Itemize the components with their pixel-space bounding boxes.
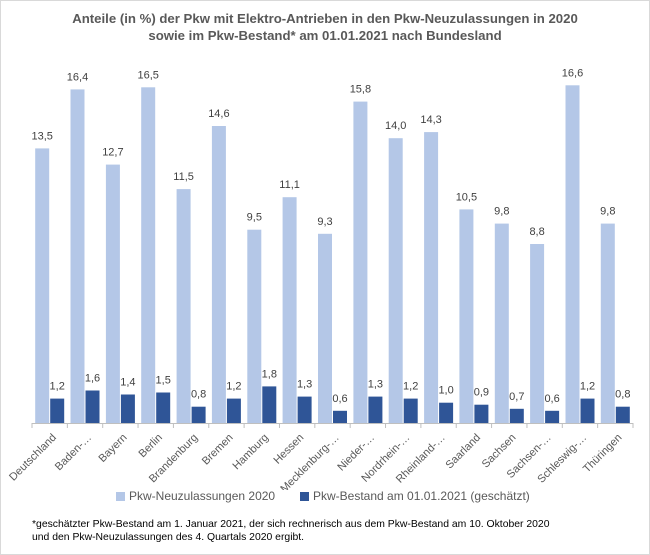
- data-label-neuzulassungen-bremen: 14,6: [208, 108, 229, 120]
- bar-neuzulassungen-sachsen: [494, 223, 509, 423]
- bar-bestand-deutschland: [50, 398, 65, 423]
- bar-neuzulassungen-bayern: [105, 164, 120, 423]
- bar-bestand-sachsen: [509, 408, 524, 423]
- chart-title-line-2: sowie im Pkw-Bestand* am 01.01.2021 nach…: [148, 28, 502, 43]
- bar-neuzulassungen-mecklenburg: [318, 233, 332, 423]
- legend-label-neuzulassungen: Pkw-Neuzulassungen 2020: [129, 489, 276, 503]
- data-label-neuzulassungen-berlin: 16,5: [137, 69, 158, 81]
- legend-swatch-neuzulassungen: [116, 492, 125, 501]
- data-label-neuzulassungen-thüringen: 9,8: [600, 206, 615, 218]
- bar-bestand-berlin: [156, 392, 171, 423]
- value-labels-layer: 13,5 1,2 16,4 1,6 12,7 1,4 16,5 1,5 11,5 0,8 14,6 1…: [31, 67, 630, 405]
- chart-title-line-1: Anteile (in %) der Pkw mit Elektro-Antri…: [72, 11, 578, 26]
- chart-title: Anteile (in %) der Pkw mit Elektro-Antri…: [0, 10, 650, 44]
- bar-bestand-schleswig: [580, 398, 595, 423]
- data-label-neuzulassungen-baden: 16,4: [67, 71, 88, 83]
- data-label-neuzulassungen-nordrhein: 14,0: [385, 120, 406, 132]
- legend-swatch-bestand: [300, 492, 309, 501]
- data-label-bestand-berlin: 1,5: [156, 375, 171, 387]
- bar-neuzulassungen-hessen: [282, 197, 297, 423]
- data-label-neuzulassungen-mecklenburg: 9,3: [317, 216, 332, 228]
- bar-neuzulassungen-saarland: [459, 209, 474, 423]
- data-label-bestand-saarland: 0,9: [474, 387, 489, 399]
- category-label-baden: Baden-…: [53, 432, 94, 473]
- bar-neuzulassungen-nieder: [353, 101, 368, 423]
- bar-bestand-brandenburg: [191, 406, 206, 423]
- data-label-bestand-baden: 1,6: [85, 373, 100, 385]
- footnote-line-2: und den Pkw-Neuzulassungen des 4. Quarta…: [32, 531, 305, 543]
- data-label-bestand-hessen: 1,3: [297, 379, 312, 391]
- data-label-neuzulassungen-bayern: 12,7: [102, 147, 123, 159]
- bar-chart: 13,5 1,2 16,4 1,6 12,7 1,4 16,5 1,5 11,5 0,8 14,6 1…: [7, 67, 634, 490]
- category-label-saarland: Saarland: [443, 432, 483, 472]
- x-axis-ticks: [31, 423, 634, 428]
- bar-neuzulassungen-schleswig: [565, 85, 580, 424]
- data-label-bestand-nordrhein: 1,2: [403, 381, 418, 393]
- bar-bestand-rheinland: [439, 402, 454, 423]
- bar-bestand-nieder: [368, 396, 383, 423]
- data-label-bestand-sachsen: 0,6: [544, 393, 559, 405]
- bar-neuzulassungen-rheinland: [424, 132, 439, 423]
- legend-item-bestand: Pkw-Bestand am 01.01.2021 (geschätzt): [300, 489, 530, 503]
- data-label-bestand-schleswig: 1,2: [580, 381, 595, 393]
- bar-neuzulassungen-baden: [70, 89, 85, 424]
- category-label-hamburg: Hamburg: [231, 432, 271, 472]
- bar-neuzulassungen-brandenburg: [176, 189, 191, 423]
- legend-label-bestand: Pkw-Bestand am 01.01.2021 (geschätzt): [313, 489, 530, 503]
- data-label-bestand-bayern: 1,4: [120, 377, 135, 389]
- bars-layer: [35, 85, 630, 424]
- category-label-bayern: Bayern: [96, 432, 129, 465]
- data-label-neuzulassungen-deutschland: 13,5: [31, 130, 52, 142]
- bar-neuzulassungen-deutschland: [35, 148, 50, 423]
- bar-neuzulassungen-sachsen: [530, 244, 545, 423]
- data-label-neuzulassungen-hessen: 11,1: [279, 179, 300, 191]
- bar-bestand-thüringen: [615, 406, 630, 423]
- data-label-neuzulassungen-schleswig: 16,6: [562, 67, 583, 79]
- data-label-neuzulassungen-sachsen: 8,8: [529, 226, 544, 238]
- data-label-bestand-bremen: 1,2: [226, 381, 241, 393]
- data-label-bestand-hamburg: 1,8: [262, 368, 277, 380]
- legend-item-neuzulassungen: Pkw-Neuzulassungen 2020: [116, 489, 275, 503]
- data-label-neuzulassungen-brandenburg: 11,5: [173, 171, 194, 183]
- category-label-bremen: Bremen: [200, 432, 236, 468]
- bar-bestand-baden: [85, 390, 100, 423]
- footnote: *geschätzter Pkw-Bestand am 1. Januar 20…: [32, 519, 632, 544]
- bar-bestand-bayern: [120, 394, 135, 423]
- category-label-hessen: Hessen: [271, 432, 306, 467]
- bar-bestand-saarland: [474, 404, 489, 423]
- data-label-neuzulassungen-sachsen: 9,8: [494, 206, 509, 218]
- data-label-bestand-thüringen: 0,8: [615, 389, 630, 401]
- data-label-neuzulassungen-hamburg: 9,5: [247, 212, 262, 224]
- bar-bestand-nordrhein: [403, 398, 418, 423]
- data-label-neuzulassungen-saarland: 10,5: [456, 191, 477, 203]
- data-label-bestand-deutschland: 1,2: [50, 381, 65, 393]
- bar-bestand-hamburg: [262, 386, 277, 423]
- footnote-line-1: *geschätzter Pkw-Bestand am 1. Januar 20…: [32, 519, 550, 530]
- data-label-bestand-mecklenburg: 0,6: [332, 393, 347, 405]
- category-label-thüringen: Thüringen: [581, 432, 625, 476]
- category-label-berlin: Berlin: [137, 432, 165, 460]
- bar-neuzulassungen-berlin: [141, 87, 156, 424]
- bar-bestand-mecklenburg: [333, 410, 347, 423]
- data-label-bestand-brandenburg: 0,8: [191, 389, 206, 401]
- data-label-neuzulassungen-nieder: 15,8: [350, 84, 371, 96]
- bar-bestand-hessen: [297, 396, 312, 423]
- data-label-bestand-nieder: 1,3: [368, 379, 383, 391]
- bar-neuzulassungen-hamburg: [247, 229, 262, 423]
- data-label-bestand-sachsen: 0,7: [509, 391, 524, 403]
- bar-neuzulassungen-nordrhein: [388, 138, 403, 423]
- category-label-deutschland: Deutschland: [7, 432, 59, 484]
- legend: Pkw-Neuzulassungen 2020 Pkw-Bestand am 0…: [0, 489, 650, 507]
- bar-bestand-sachsen: [545, 410, 560, 423]
- data-label-neuzulassungen-rheinland: 14,3: [420, 114, 441, 126]
- bar-neuzulassungen-bremen: [211, 126, 226, 423]
- bar-neuzulassungen-thüringen: [600, 223, 615, 423]
- bar-bestand-bremen: [226, 398, 241, 423]
- data-label-bestand-rheinland: 1,0: [438, 385, 453, 397]
